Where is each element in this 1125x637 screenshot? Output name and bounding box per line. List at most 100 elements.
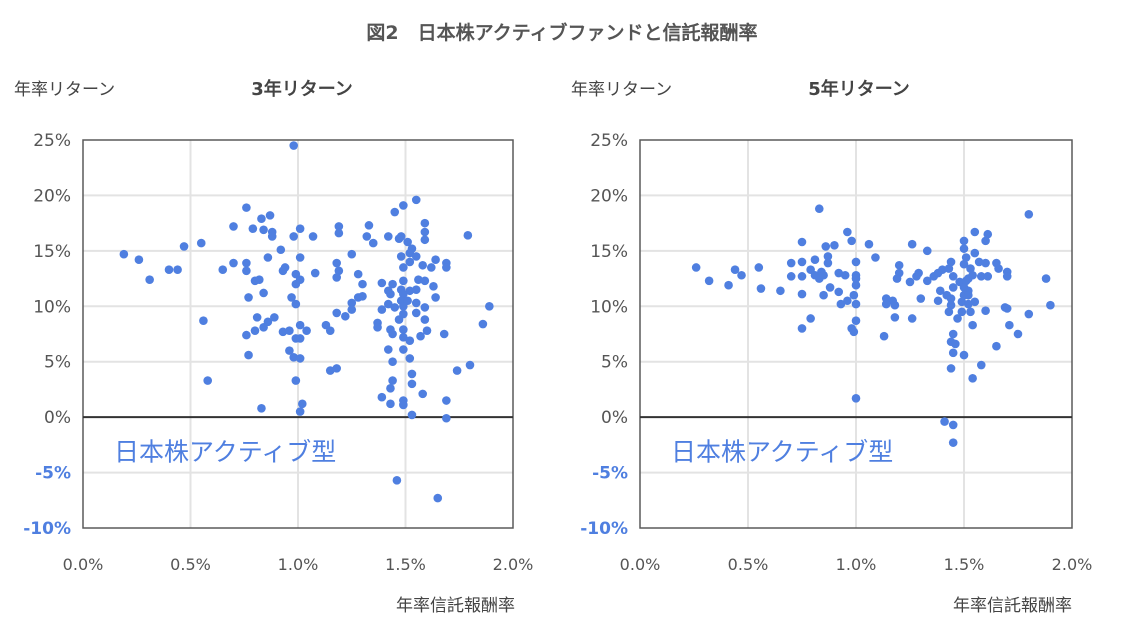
- data-point: [196, 238, 206, 248]
- data-point: [851, 257, 861, 267]
- data-point: [377, 392, 387, 402]
- data-point: [1024, 209, 1034, 219]
- data-point: [976, 272, 986, 281]
- data-point: [892, 274, 902, 283]
- data-point: [754, 263, 764, 272]
- x-tick-label: 0.0%: [63, 555, 104, 574]
- figure-title: 図2 日本株アクティブファンドと信託報酬率: [366, 21, 757, 44]
- data-point: [847, 236, 856, 246]
- data-point: [823, 258, 833, 268]
- data-point: [418, 260, 428, 270]
- data-point: [994, 264, 1003, 273]
- data-point: [914, 268, 923, 278]
- data-point: [347, 305, 357, 314]
- data-point: [229, 258, 238, 268]
- data-point: [823, 252, 833, 261]
- data-point: [439, 329, 449, 339]
- data-point: [420, 235, 430, 245]
- data-point: [1046, 300, 1055, 310]
- chart-annotation: 日本株アクティブ型: [114, 437, 336, 466]
- data-point: [797, 272, 807, 281]
- data-point: [291, 376, 301, 385]
- data-point: [302, 326, 311, 335]
- data-point: [935, 286, 945, 296]
- y-tick-label: 20%: [33, 186, 71, 206]
- data-point: [797, 324, 807, 333]
- data-point: [399, 276, 408, 286]
- data-point: [1013, 329, 1023, 339]
- data-point: [737, 270, 746, 280]
- data-point: [291, 299, 301, 309]
- data-point: [797, 237, 807, 247]
- data-point: [295, 253, 305, 262]
- data-point: [797, 257, 807, 267]
- data-point: [933, 296, 943, 306]
- data-point: [840, 270, 850, 280]
- data-point: [334, 228, 344, 238]
- data-point: [295, 334, 305, 343]
- data-point: [403, 237, 412, 247]
- chart-title: 3年リターン: [251, 78, 353, 100]
- data-point: [894, 260, 904, 270]
- x-tick-label: 2.0%: [1052, 555, 1093, 574]
- data-point: [145, 275, 154, 284]
- data-point: [422, 326, 432, 335]
- data-point: [966, 307, 975, 317]
- data-point: [851, 280, 861, 290]
- data-point: [388, 357, 397, 367]
- x-tick-label: 0.5%: [170, 555, 211, 574]
- x-tick-label: 1.5%: [944, 555, 985, 574]
- data-point: [388, 279, 397, 289]
- data-point: [267, 232, 277, 241]
- data-point: [463, 231, 473, 240]
- data-point: [390, 207, 400, 217]
- data-point: [983, 229, 993, 239]
- data-point: [384, 345, 393, 354]
- data-point: [364, 221, 374, 230]
- data-point: [386, 399, 395, 409]
- data-point: [399, 263, 408, 272]
- x-tick-label: 0.5%: [728, 555, 769, 574]
- data-point: [420, 218, 430, 228]
- data-point: [265, 211, 275, 220]
- data-point: [944, 307, 954, 317]
- data-point: [411, 195, 421, 205]
- data-point: [289, 352, 299, 362]
- data-point: [414, 275, 423, 284]
- data-point: [944, 264, 954, 273]
- data-point: [263, 253, 273, 262]
- data-point: [948, 348, 958, 358]
- data-point: [285, 326, 294, 335]
- x-tick-label: 1.0%: [836, 555, 877, 574]
- data-point: [295, 320, 305, 330]
- data-point: [407, 379, 417, 389]
- data-point: [341, 311, 350, 321]
- plot-frame: [639, 139, 1073, 529]
- data-point: [411, 252, 421, 261]
- data-point: [399, 289, 408, 299]
- data-point: [270, 313, 279, 322]
- data-point: [433, 493, 443, 503]
- data-point: [786, 258, 796, 268]
- data-point: [420, 303, 430, 312]
- data-point: [353, 269, 363, 279]
- data-point: [420, 276, 430, 286]
- data-point: [849, 290, 859, 300]
- data-point: [396, 232, 406, 241]
- data-point: [287, 293, 296, 302]
- y-tick-label: -10%: [23, 519, 71, 539]
- data-point: [278, 327, 288, 337]
- data-point: [248, 224, 258, 233]
- data-point: [332, 273, 342, 282]
- data-point: [278, 266, 288, 276]
- data-point: [834, 268, 844, 278]
- data-point: [907, 239, 917, 249]
- data-point: [864, 239, 874, 249]
- data-point: [1005, 320, 1014, 330]
- data-point: [134, 255, 144, 265]
- data-point: [173, 265, 182, 275]
- data-point: [259, 225, 268, 235]
- data-point: [368, 238, 378, 248]
- data-point: [851, 393, 861, 403]
